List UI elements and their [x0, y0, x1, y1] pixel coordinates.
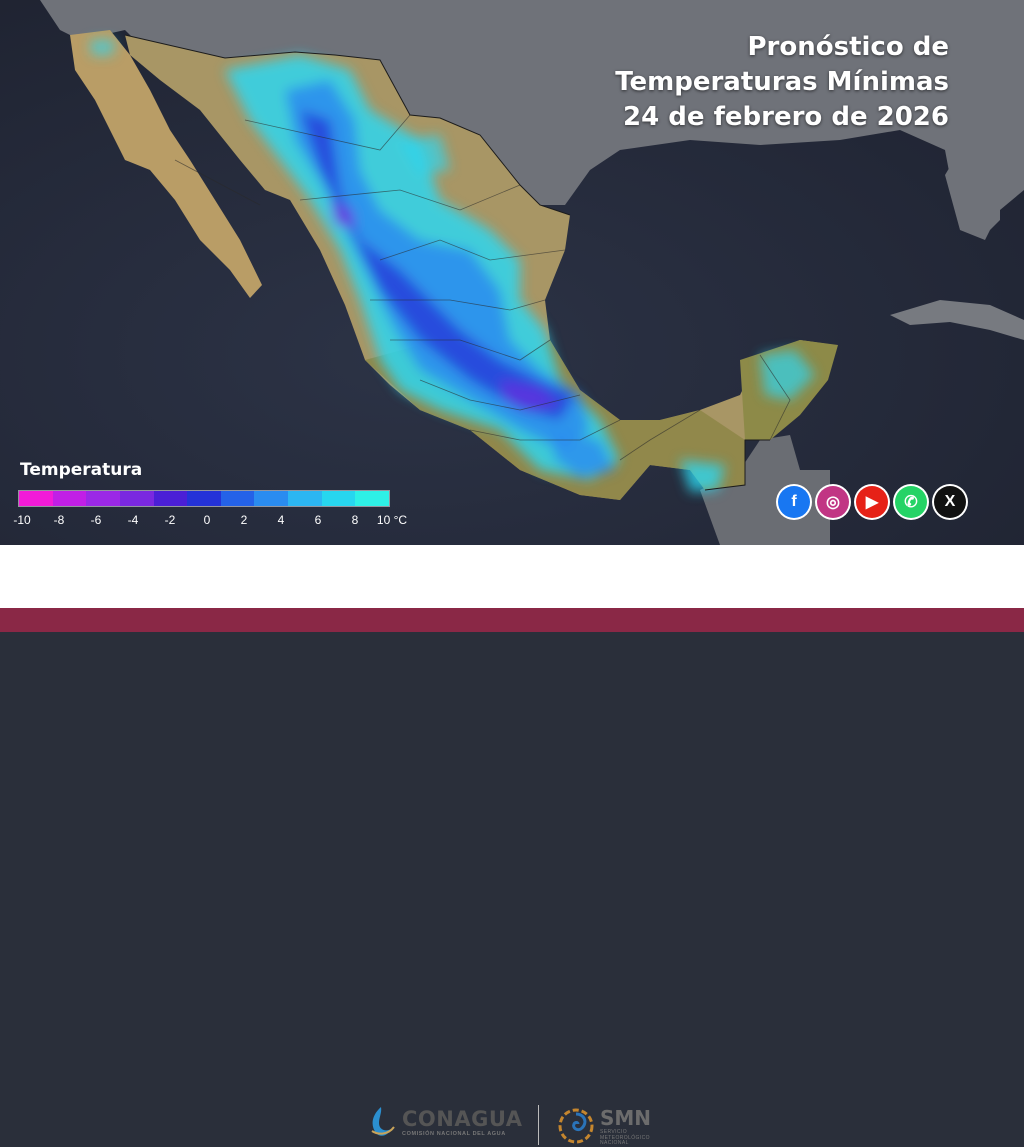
map-title: Pronóstico de Temperaturas Mínimas 24 de…: [615, 30, 949, 135]
legend-tick-label: -6: [90, 513, 102, 527]
legend-swatch: [119, 491, 154, 506]
youtube-icon[interactable]: ▶: [856, 486, 888, 518]
forecast-map: [0, 0, 1024, 545]
title-line-1: Pronóstico de: [747, 32, 950, 62]
legend-swatch: [254, 491, 289, 506]
map-canvas: [0, 0, 1024, 545]
conagua-name: CONAGUA: [402, 1107, 523, 1131]
legend-tick-label: 0: [203, 513, 211, 527]
legend-tick-label: 8: [351, 513, 359, 527]
legend-tick-label: 6: [314, 513, 322, 527]
legend-tick-label: -2: [164, 513, 176, 527]
usa-landmass: [40, 0, 1024, 240]
smn-logo[interactable]: SMN SERVICIO METEOROLÓGICO NACIONAL: [556, 1106, 651, 1147]
baja-california: [70, 30, 262, 298]
whatsapp-icon[interactable]: ✆: [895, 486, 927, 518]
legend-tick-label: -10: [13, 513, 31, 527]
smn-name: SMN: [600, 1106, 652, 1130]
x-icon[interactable]: X: [934, 486, 966, 518]
legend-title: Temperatura: [20, 460, 143, 480]
instagram-icon[interactable]: ◎: [817, 486, 849, 518]
legend-swatch: [86, 491, 120, 506]
state-borders: [174, 114, 791, 461]
legend-swatch: [187, 491, 221, 506]
title-line-3: 24 de febrero de 2026: [623, 102, 949, 132]
facebook-icon[interactable]: f: [778, 486, 810, 518]
mexico-border: [124, 34, 770, 491]
legend-swatch: [220, 491, 255, 506]
legend-color-bar: [18, 490, 390, 507]
conagua-emblem-icon: [371, 1107, 395, 1136]
cuba: [890, 300, 1024, 340]
smn-subtitle-3: NACIONAL: [600, 1140, 629, 1146]
legend-tick-label: 4: [277, 513, 285, 527]
footer-brand-bar: [0, 608, 1024, 632]
legend-swatch: [19, 491, 53, 506]
temperature-legend: Temperatura -10 -8 -6 -4 -2 0 2 4 6 8 10 °C: [13, 460, 438, 531]
legend-swatch: [355, 491, 390, 506]
legend-swatch: [153, 491, 188, 506]
conagua-logo[interactable]: CONAGUA COMISIÓN NACIONAL DEL AGUA: [364, 1105, 523, 1139]
legend-tick-label: -4: [127, 513, 139, 527]
legend-tick-label: 10 °C: [376, 513, 408, 527]
footer: CONAGUA COMISIÓN NACIONAL DEL AGUA SMN S…: [0, 545, 1024, 1146]
logo-divider: [538, 1105, 539, 1145]
title-line-2: Temperaturas Mínimas: [615, 67, 949, 97]
legend-swatch: [288, 491, 322, 506]
legend-swatch: [52, 491, 87, 506]
legend-ticks: -10 -8 -6 -4 -2 0 2 4 6 8 10 °C: [13, 513, 438, 531]
legend-tick-label: -8: [53, 513, 65, 527]
smn-emblem-icon: [558, 1108, 594, 1144]
conagua-subtitle: COMISIÓN NACIONAL DEL AGUA: [402, 1131, 506, 1137]
legend-tick-label: 2: [240, 513, 248, 527]
legend-swatch: [321, 491, 356, 506]
social-links: f ◎ ▶ ✆ X: [778, 486, 966, 518]
